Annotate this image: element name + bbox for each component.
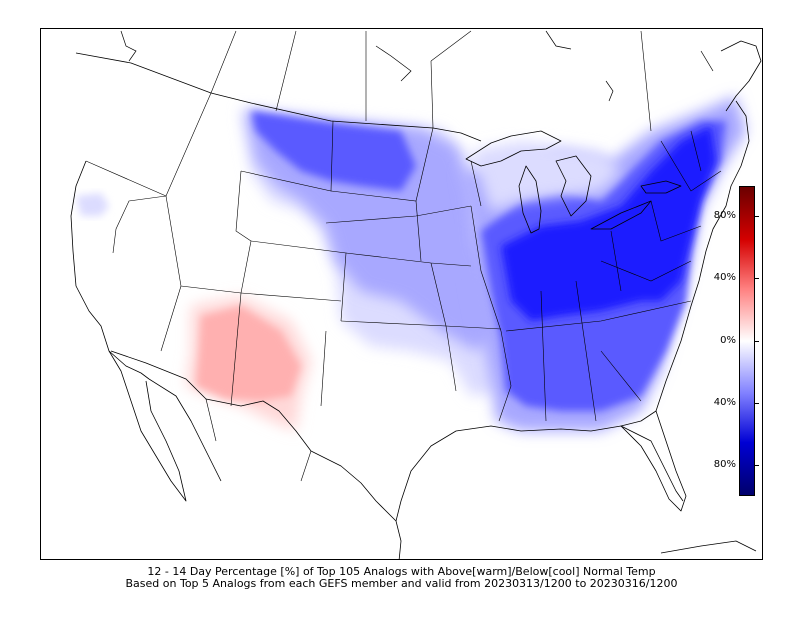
cool-region-east-strong xyxy=(501,126,716,321)
gulf-of-california xyxy=(148,378,222,482)
gulf-coast xyxy=(395,425,684,522)
colorbar-tick xyxy=(755,341,759,342)
colorbar-label-top: 80% xyxy=(713,210,736,221)
colorbar-tick xyxy=(755,403,759,404)
caption-line-2: Based on Top 5 Analogs from each GEFS me… xyxy=(125,577,678,590)
colorbar-tick xyxy=(755,465,759,466)
colorbar xyxy=(739,186,755,496)
pacific-coast xyxy=(70,160,150,380)
colorbar-label: 40% xyxy=(713,272,736,283)
florida xyxy=(620,410,687,512)
mexico-east-coast xyxy=(395,520,402,559)
atlantic-coast xyxy=(655,100,750,412)
caption-line-1: 12 - 14 Day Percentage [%] of Top 105 An… xyxy=(147,565,656,578)
colorbar-tick xyxy=(755,278,759,279)
caribbean-coast xyxy=(660,540,757,554)
lake-erie xyxy=(590,200,652,230)
colorbar-label-zero: 0% xyxy=(720,335,736,346)
state-borders xyxy=(85,30,722,482)
us-mexico-border xyxy=(110,350,397,522)
cool-region-montana xyxy=(251,111,416,191)
cool-region-lakes xyxy=(471,141,621,211)
map-panel xyxy=(40,28,763,560)
anomaly-shading xyxy=(76,96,746,431)
warm-region-southwest-core xyxy=(196,306,301,401)
colorbar-label: 40% xyxy=(713,397,736,408)
us-temperature-map xyxy=(70,30,762,559)
colorbar-tick xyxy=(755,216,759,217)
lake-huron xyxy=(555,155,592,217)
colorbar-label-bottom: 80% xyxy=(713,459,736,470)
cool-region-west xyxy=(76,193,109,216)
northern-shoreline xyxy=(120,30,714,102)
map-lines xyxy=(70,40,762,559)
baja-coast xyxy=(108,350,187,502)
map-caption: 12 - 14 Day Percentage [%] of Top 105 An… xyxy=(0,566,803,590)
lake-michigan xyxy=(518,165,542,234)
maritime-coast xyxy=(720,40,762,112)
us-canada-border xyxy=(75,52,482,142)
lake-ontario xyxy=(640,180,682,194)
lake-superior xyxy=(465,130,562,167)
